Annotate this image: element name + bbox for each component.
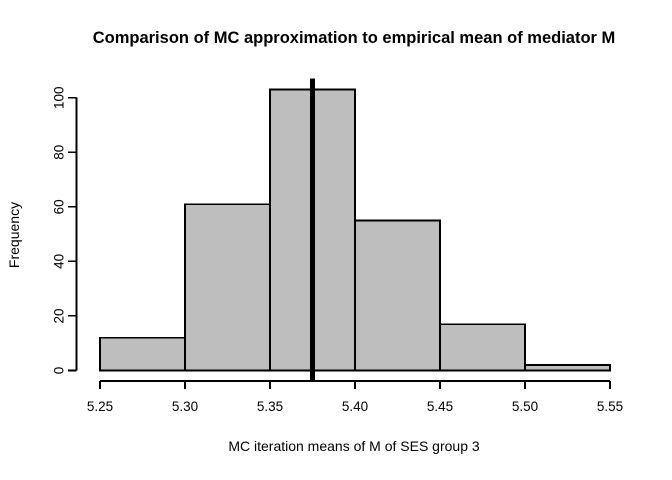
y-axis-tick-label: 100 <box>52 86 67 109</box>
y-axis-tick-label: 80 <box>52 145 67 160</box>
x-axis-tick-label: 5.25 <box>87 399 113 414</box>
y-axis-tick-label: 40 <box>52 254 67 269</box>
y-axis-tick-label: 0 <box>52 367 67 375</box>
x-axis-tick-label: 5.55 <box>597 399 623 414</box>
histogram-bar <box>184 203 271 372</box>
histogram-bar <box>354 219 441 372</box>
x-axis-label: MC iteration means of M of SES group 3 <box>228 438 480 454</box>
x-axis-tick-label: 5.40 <box>342 399 368 414</box>
x-axis-tick-label: 5.30 <box>172 399 198 414</box>
histogram-bar <box>524 364 611 372</box>
x-axis-tick-label: 5.50 <box>512 399 538 414</box>
histogram-bar <box>99 336 186 372</box>
plot-title: Comparison of MC approximation to empiri… <box>92 29 616 47</box>
y-axis-tick-label: 20 <box>52 308 67 323</box>
x-axis-tick-label: 5.35 <box>257 399 283 414</box>
y-axis-tick-label: 60 <box>52 199 67 214</box>
histogram-bar <box>439 323 526 372</box>
x-axis-tick-label: 5.45 <box>427 399 453 414</box>
